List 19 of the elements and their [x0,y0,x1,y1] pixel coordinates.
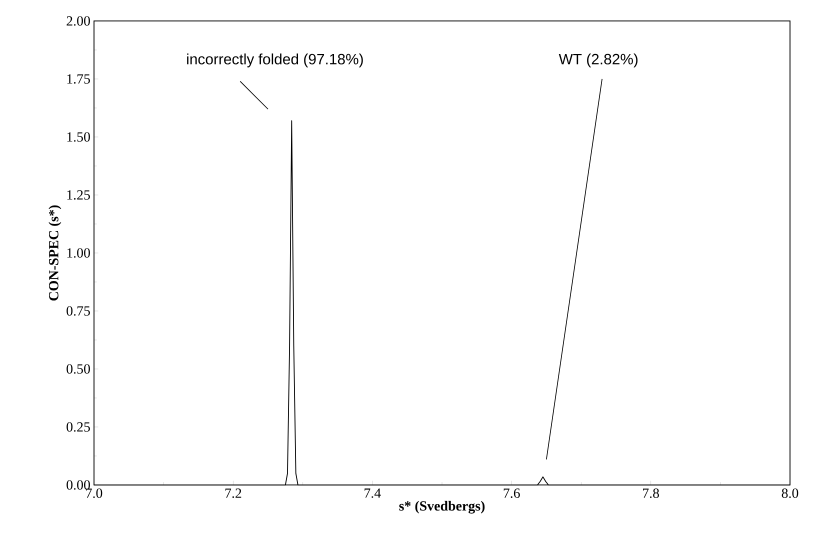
y-tick-label: 1.50 [67,132,90,142]
y-tick-label: 1.00 [67,248,90,258]
y-tick-label: 1.75 [67,74,90,84]
y-tick-label: 0.75 [66,306,90,316]
annotation: incorrectly folded (97.18%) [187,53,363,68]
x-tick-label: 7.0 [86,488,102,498]
annotation: WT (2.82%) [558,53,638,68]
y-tick-label: 2.00 [66,16,90,26]
x-tick-label: 7.8 [643,488,659,498]
x-tick-label: 7.4 [364,488,381,498]
y-tick-label: 0.25 [66,422,90,432]
y-axis-title: CON-SPEC (s*) [48,205,62,301]
y-tick-label: 1.25 [67,190,90,200]
y-tick-label: 0.00 [66,480,90,490]
y-tick-label: 0.50 [66,364,90,374]
x-axis-title: s* (Svedbergs) [399,500,485,514]
x-tick-label: 8.0 [782,488,798,498]
x-tick-label: 7.6 [504,488,520,498]
x-tick-label: 7.2 [225,488,242,498]
